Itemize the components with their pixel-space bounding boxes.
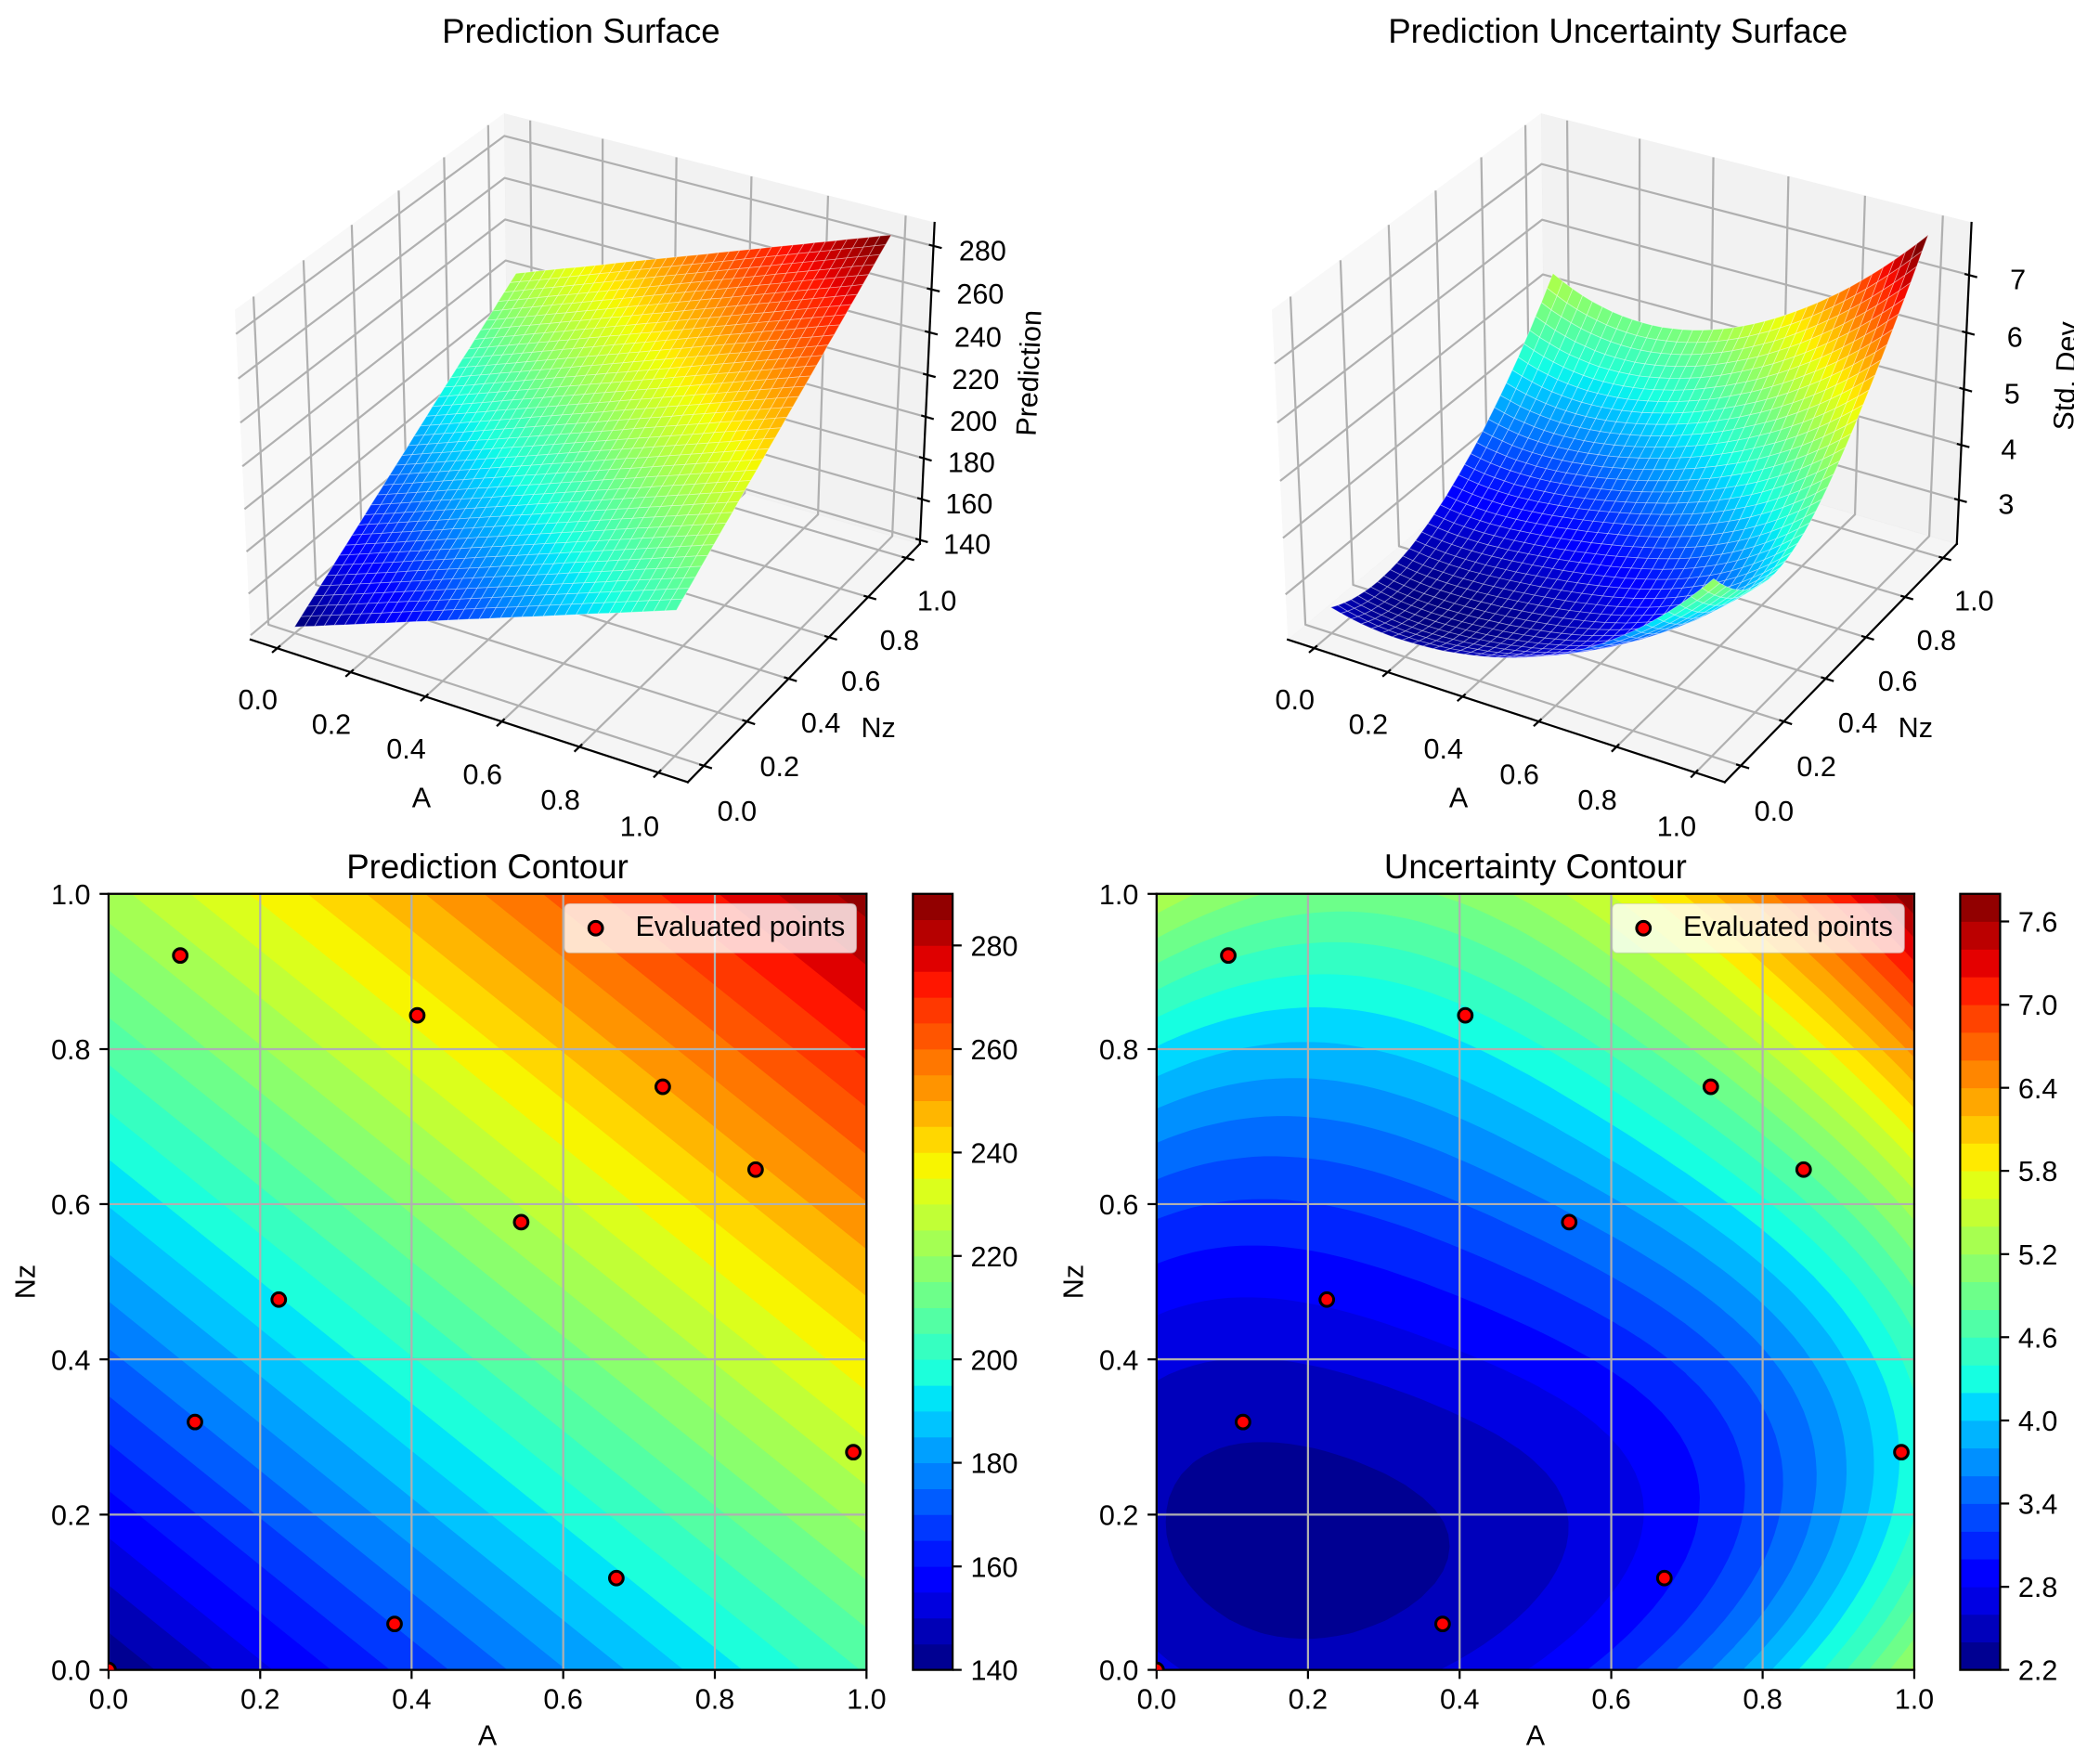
svg-text:280: 280 [959, 235, 1006, 266]
svg-text:0.8: 0.8 [1743, 1683, 1782, 1715]
svg-text:0.2: 0.2 [1289, 1683, 1328, 1715]
svg-text:7.0: 7.0 [2018, 990, 2057, 1021]
svg-text:4.0: 4.0 [2018, 1406, 2057, 1437]
svg-text:Prediction Surface: Prediction Surface [442, 12, 720, 50]
svg-text:4.6: 4.6 [2018, 1322, 2057, 1354]
svg-text:A: A [412, 782, 432, 813]
svg-text:1.0: 1.0 [620, 811, 659, 843]
svg-text:200: 200 [950, 406, 997, 437]
svg-text:160: 160 [945, 488, 992, 520]
svg-text:1.0: 1.0 [1954, 585, 1993, 616]
svg-text:3: 3 [1998, 488, 2014, 520]
svg-text:0.6: 0.6 [51, 1189, 90, 1221]
svg-text:180: 180 [948, 447, 995, 479]
svg-text:0.6: 0.6 [1499, 759, 1538, 790]
svg-text:220: 220 [971, 1241, 1018, 1273]
svg-text:180: 180 [971, 1448, 1018, 1480]
svg-text:0.6: 0.6 [543, 1683, 582, 1715]
svg-text:0.0: 0.0 [1099, 1655, 1138, 1687]
svg-text:260: 260 [971, 1034, 1018, 1066]
svg-text:6.4: 6.4 [2018, 1073, 2057, 1105]
svg-text:5: 5 [2004, 378, 2020, 409]
svg-text:260: 260 [956, 279, 1004, 310]
svg-text:0.0: 0.0 [1755, 796, 1794, 827]
svg-text:0.2: 0.2 [759, 751, 798, 783]
svg-text:1.0: 1.0 [917, 585, 956, 616]
svg-text:0.8: 0.8 [1577, 785, 1616, 816]
svg-text:0.6: 0.6 [1099, 1189, 1138, 1221]
svg-text:A: A [1449, 782, 1469, 813]
svg-text:Uncertainty Contour: Uncertainty Contour [1384, 848, 1687, 886]
svg-text:0.4: 0.4 [1099, 1344, 1138, 1376]
svg-text:140: 140 [971, 1655, 1018, 1687]
svg-text:0.6: 0.6 [1878, 666, 1917, 697]
svg-text:6: 6 [2007, 322, 2023, 354]
svg-text:0.2: 0.2 [1349, 708, 1388, 740]
svg-text:Prediction: Prediction [1011, 309, 1048, 436]
svg-text:A: A [478, 1720, 498, 1752]
svg-text:0.4: 0.4 [801, 707, 840, 739]
svg-text:2.2: 2.2 [2018, 1655, 2057, 1687]
svg-text:0.2: 0.2 [1099, 1499, 1138, 1531]
svg-text:0.2: 0.2 [51, 1499, 90, 1531]
svg-text:Evaluated points: Evaluated points [635, 911, 845, 942]
svg-text:0.4: 0.4 [1440, 1683, 1479, 1715]
svg-text:0.6: 0.6 [841, 666, 880, 697]
svg-text:0.0: 0.0 [1275, 684, 1314, 716]
svg-text:0.2: 0.2 [1796, 751, 1835, 783]
svg-text:1.0: 1.0 [51, 879, 90, 911]
svg-text:0.4: 0.4 [386, 733, 425, 765]
svg-text:0.4: 0.4 [392, 1683, 431, 1715]
svg-text:0.0: 0.0 [718, 796, 757, 827]
svg-text:0.4: 0.4 [51, 1344, 90, 1376]
svg-text:0.8: 0.8 [1917, 625, 1956, 656]
svg-text:Prediction Uncertainty Surface: Prediction Uncertainty Surface [1388, 12, 1847, 50]
svg-text:1.0: 1.0 [1657, 811, 1696, 843]
svg-text:7.6: 7.6 [2018, 907, 2057, 939]
svg-text:Nz: Nz [10, 1265, 42, 1299]
svg-text:Nz: Nz [1057, 1265, 1089, 1299]
svg-text:2.8: 2.8 [2018, 1572, 2057, 1603]
svg-text:0.6: 0.6 [462, 759, 501, 790]
svg-text:1.0: 1.0 [1099, 879, 1138, 911]
svg-text:0.8: 0.8 [880, 625, 919, 656]
svg-text:200: 200 [971, 1344, 1018, 1376]
svg-text:0.4: 0.4 [1423, 733, 1462, 765]
svg-text:0.0: 0.0 [51, 1655, 90, 1687]
svg-text:0.2: 0.2 [312, 708, 351, 740]
svg-text:240: 240 [954, 321, 1002, 353]
svg-text:1.0: 1.0 [847, 1683, 886, 1715]
svg-text:5.2: 5.2 [2018, 1239, 2057, 1271]
svg-text:Nz: Nz [1899, 712, 1933, 744]
svg-text:5.8: 5.8 [2018, 1156, 2057, 1187]
svg-text:Evaluated points: Evaluated points [1683, 911, 1893, 942]
svg-text:1.0: 1.0 [1895, 1683, 1934, 1715]
svg-text:3.4: 3.4 [2018, 1489, 2057, 1521]
svg-text:220: 220 [952, 364, 999, 396]
svg-text:0.8: 0.8 [695, 1683, 734, 1715]
svg-text:0.4: 0.4 [1838, 707, 1877, 739]
svg-text:7: 7 [2010, 265, 2026, 296]
svg-text:0.2: 0.2 [240, 1683, 279, 1715]
svg-text:160: 160 [971, 1551, 1018, 1583]
svg-text:Nz: Nz [861, 712, 895, 744]
svg-text:0.0: 0.0 [89, 1683, 128, 1715]
svg-text:0.0: 0.0 [1137, 1683, 1176, 1715]
svg-text:280: 280 [971, 930, 1018, 962]
svg-text:140: 140 [943, 528, 991, 560]
svg-text:240: 240 [971, 1137, 1018, 1169]
svg-text:Prediction Contour: Prediction Contour [346, 848, 629, 886]
svg-text:0.8: 0.8 [51, 1034, 90, 1066]
svg-text:0.6: 0.6 [1591, 1683, 1630, 1715]
svg-text:Std. Dev.: Std. Dev. [2048, 315, 2074, 431]
svg-text:A: A [1526, 1720, 1546, 1752]
svg-text:0.8: 0.8 [540, 785, 579, 816]
svg-text:0.8: 0.8 [1099, 1034, 1138, 1066]
svg-text:4: 4 [2001, 434, 2016, 465]
svg-text:0.0: 0.0 [239, 684, 278, 716]
